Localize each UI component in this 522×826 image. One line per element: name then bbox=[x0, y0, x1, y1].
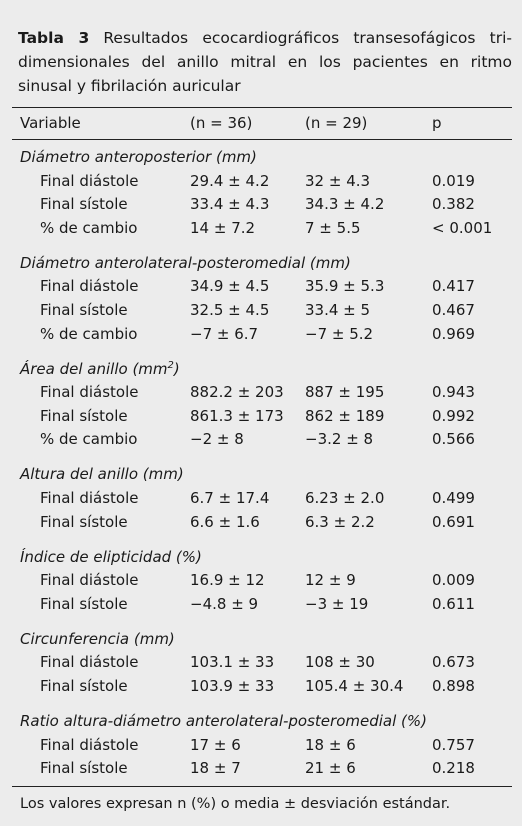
row-label: Final diástole bbox=[40, 735, 139, 754]
cell: < 0.001 bbox=[432, 218, 493, 237]
cell: 0.969 bbox=[432, 324, 475, 343]
cell: 108 ± 30 bbox=[305, 653, 375, 672]
cell: 21 ± 6 bbox=[305, 759, 356, 778]
row-label: Final sístole bbox=[40, 512, 128, 531]
cell: −7 ± 6.7 bbox=[190, 324, 259, 343]
section-title: Circunferencia (mm) bbox=[20, 629, 175, 649]
row-label: % de cambio bbox=[40, 218, 138, 237]
cell: 6.23 ± 2.0 bbox=[305, 489, 385, 507]
column-header: Variable bbox=[20, 114, 81, 132]
row-label: Final diástole bbox=[40, 277, 139, 296]
row-label: Final diástole bbox=[40, 653, 139, 672]
cell: −7 ± 5.2 bbox=[305, 324, 374, 343]
cell: 0.382 bbox=[432, 195, 475, 214]
rule bbox=[12, 786, 512, 787]
cell: 7 ± 5.5 bbox=[305, 218, 361, 237]
cell: 103.1 ± 33 bbox=[190, 653, 275, 672]
section-title-text: Área del anillo (mm bbox=[20, 359, 168, 378]
cell: 16.9 ± 12 bbox=[190, 571, 265, 590]
cell: −4.8 ± 9 bbox=[190, 594, 259, 613]
cell: 887 ± 195 bbox=[305, 383, 385, 402]
section-title: Ratio altura-diámetro anterolateral-post… bbox=[20, 711, 427, 731]
cell: 0.611 bbox=[432, 594, 475, 613]
superscript: 2 bbox=[167, 359, 174, 371]
cell: 32.5 ± 4.5 bbox=[190, 301, 270, 319]
cell: 0.467 bbox=[432, 301, 475, 319]
column-header: (n = 36) bbox=[190, 114, 253, 132]
cell: 33.4 ± 5 bbox=[305, 301, 371, 319]
section-title: Diámetro anteroposterior (mm) bbox=[20, 147, 257, 167]
cell: 0.218 bbox=[432, 759, 475, 778]
cell: 35.9 ± 5.3 bbox=[305, 277, 385, 296]
cell: 17 ± 6 bbox=[190, 735, 241, 754]
row-label: Final sístole bbox=[40, 301, 128, 319]
section-title-text: Diámetro anterolateral-posteromedial (mm… bbox=[20, 253, 351, 272]
section-title-text: Circunferencia (mm) bbox=[20, 629, 175, 648]
cell: 0.417 bbox=[432, 277, 475, 296]
cell: 32 ± 4.3 bbox=[305, 171, 371, 190]
section-title: Índice de elipticidad (%) bbox=[20, 547, 202, 567]
cell: 0.566 bbox=[432, 430, 475, 449]
caption-text: Resultados ecocardiográficos transesofág… bbox=[18, 29, 512, 95]
cell: 34.9 ± 4.5 bbox=[190, 277, 270, 296]
cell: 12 ± 9 bbox=[305, 571, 356, 590]
row-label: Final sístole bbox=[40, 759, 128, 778]
cell: 862 ± 189 bbox=[305, 406, 385, 425]
cell: 0.757 bbox=[432, 735, 475, 754]
cell: 0.898 bbox=[432, 677, 475, 695]
cell: 6.7 ± 17.4 bbox=[190, 489, 270, 507]
cell: 29.4 ± 4.2 bbox=[190, 171, 270, 190]
footnote: Los valores expresan n (%) o media ± des… bbox=[20, 796, 451, 812]
section-title: Área del anillo (mm2) bbox=[20, 359, 180, 379]
row-label: Final sístole bbox=[40, 195, 128, 214]
cell: −3.2 ± 8 bbox=[305, 430, 374, 449]
rule bbox=[12, 139, 512, 140]
cell: 882.2 ± 203 bbox=[190, 383, 284, 402]
section-title: Diámetro anterolateral-posteromedial (mm… bbox=[20, 253, 351, 273]
row-label: Final diástole bbox=[40, 571, 139, 590]
row-label: Final sístole bbox=[40, 406, 128, 425]
cell: 6.3 ± 2.2 bbox=[305, 512, 375, 531]
cell: 18 ± 6 bbox=[305, 735, 356, 754]
cell: 861.3 ± 173 bbox=[190, 406, 284, 425]
row-label: % de cambio bbox=[40, 430, 138, 449]
cell: 33.4 ± 4.3 bbox=[190, 195, 270, 214]
row-label: Final sístole bbox=[40, 677, 128, 695]
section-title-text: Índice de elipticidad (%) bbox=[20, 547, 202, 566]
cell: 34.3 ± 4.2 bbox=[305, 195, 385, 214]
section-title-end: ) bbox=[173, 359, 180, 378]
cell: 14 ± 7.2 bbox=[190, 218, 256, 237]
cell: 0.943 bbox=[432, 383, 475, 402]
cell: 0.992 bbox=[432, 406, 475, 425]
section-title-text: Ratio altura-diámetro anterolateral-post… bbox=[20, 712, 427, 730]
cell: −2 ± 8 bbox=[190, 430, 244, 449]
row-label: Final sístole bbox=[40, 594, 128, 613]
table-caption: Tabla 3 Resultados ecocardiográficos tran… bbox=[18, 26, 512, 98]
row-label: Final diástole bbox=[40, 383, 139, 402]
cell: 0.019 bbox=[432, 171, 475, 190]
cell: 0.691 bbox=[432, 512, 475, 531]
cell: 103.9 ± 33 bbox=[190, 677, 275, 695]
section-title: Altura del anillo (mm) bbox=[20, 464, 184, 484]
table-label: Tabla 3 bbox=[18, 29, 90, 47]
cell: 18 ± 7 bbox=[190, 759, 241, 778]
cell: 0.009 bbox=[432, 571, 475, 590]
rule bbox=[12, 107, 512, 108]
section-title-text: Diámetro anteroposterior (mm) bbox=[20, 148, 257, 166]
section-title-text: Altura del anillo (mm) bbox=[20, 465, 184, 484]
cell: 105.4 ± 30.4 bbox=[305, 677, 404, 695]
cell: 0.499 bbox=[432, 489, 475, 507]
cell: 0.673 bbox=[432, 653, 475, 672]
cell: −3 ± 19 bbox=[305, 594, 369, 613]
cell: 6.6 ± 1.6 bbox=[190, 512, 260, 531]
column-header: p bbox=[432, 114, 442, 132]
row-label: % de cambio bbox=[40, 324, 138, 343]
row-label: Final diástole bbox=[40, 489, 139, 507]
row-label: Final diástole bbox=[40, 171, 139, 190]
column-header: (n = 29) bbox=[305, 114, 368, 132]
